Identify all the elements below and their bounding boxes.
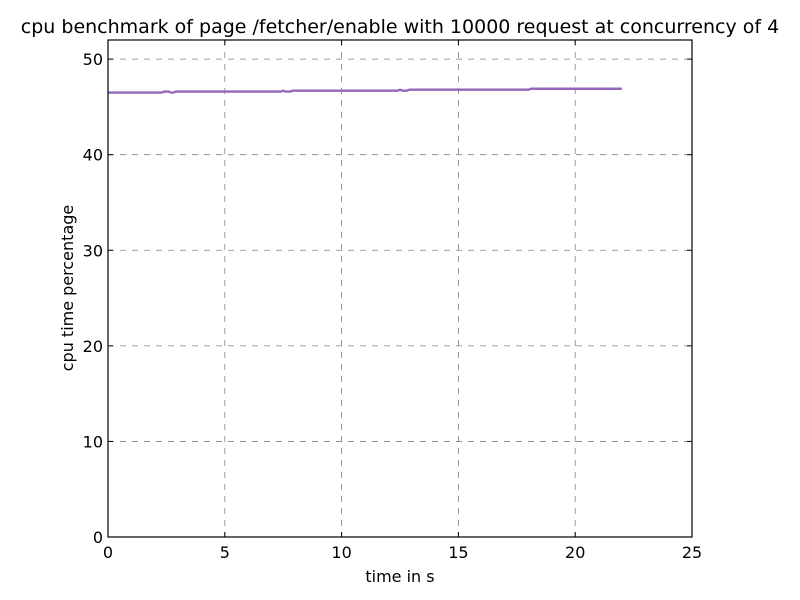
x-axis-label: time in s [365, 567, 434, 586]
plot-frame [107, 39, 693, 538]
x-tick-label: 20 [565, 543, 585, 562]
y-tick-label: 50 [83, 50, 103, 69]
x-tick-label: 5 [220, 543, 230, 562]
y-tick-label: 0 [93, 528, 103, 547]
x-tick-label: 10 [331, 543, 351, 562]
y-tick-label: 10 [83, 432, 103, 451]
x-tick-label: 15 [448, 543, 468, 562]
x-tick-label: 0 [103, 543, 113, 562]
grid-layer [107, 40, 693, 538]
x-tick-label: 25 [682, 543, 702, 562]
y-tick-label: 20 [83, 337, 103, 356]
y-tick-label: 30 [83, 241, 103, 260]
tick-layer: 0 5 10 15 20 25 0 10 20 30 40 50 [83, 40, 702, 562]
y-axis-label: cpu time percentage [58, 205, 77, 372]
series-layer [108, 87, 622, 94]
y-tick-label: 40 [83, 146, 103, 165]
series-line-0 [108, 87, 622, 94]
chart-title: cpu benchmark of page /fetcher/enable wi… [21, 16, 779, 38]
